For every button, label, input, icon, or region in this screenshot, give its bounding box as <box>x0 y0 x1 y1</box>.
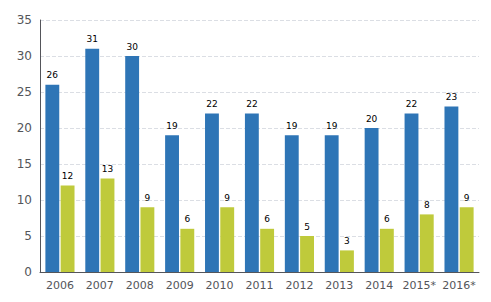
svg-text:20: 20 <box>17 121 32 135</box>
svg-text:9: 9 <box>464 193 470 203</box>
svg-text:6: 6 <box>384 214 390 224</box>
svg-text:2012: 2012 <box>285 279 313 292</box>
svg-text:2006: 2006 <box>46 279 74 292</box>
svg-text:2008: 2008 <box>126 279 154 292</box>
svg-text:2016*: 2016* <box>442 279 476 292</box>
svg-text:9: 9 <box>224 193 230 203</box>
svg-text:10: 10 <box>17 193 32 207</box>
svg-text:3: 3 <box>344 236 350 246</box>
svg-text:22: 22 <box>206 99 217 109</box>
svg-text:8: 8 <box>424 200 430 210</box>
svg-text:12: 12 <box>62 171 73 181</box>
svg-text:2010: 2010 <box>206 279 234 292</box>
svg-text:6: 6 <box>184 214 190 224</box>
svg-text:19: 19 <box>286 121 298 131</box>
svg-text:5: 5 <box>304 222 310 232</box>
svg-text:30: 30 <box>126 42 138 52</box>
svg-text:13: 13 <box>102 164 113 174</box>
svg-text:20: 20 <box>366 114 378 124</box>
svg-text:2007: 2007 <box>86 279 114 292</box>
svg-text:2013: 2013 <box>325 279 353 292</box>
svg-text:15: 15 <box>17 157 32 171</box>
svg-text:25: 25 <box>17 85 32 99</box>
svg-text:6: 6 <box>264 214 270 224</box>
svg-text:2015*: 2015* <box>402 279 436 292</box>
svg-text:26: 26 <box>47 70 59 80</box>
svg-text:19: 19 <box>166 121 178 131</box>
svg-text:9: 9 <box>145 193 151 203</box>
svg-text:2011: 2011 <box>246 279 274 292</box>
svg-text:0: 0 <box>24 265 32 279</box>
svg-text:5: 5 <box>24 229 32 243</box>
svg-text:30: 30 <box>17 49 32 63</box>
svg-text:2014: 2014 <box>365 279 393 292</box>
svg-text:22: 22 <box>246 99 257 109</box>
svg-text:31: 31 <box>87 34 98 44</box>
svg-text:35: 35 <box>17 13 32 27</box>
svg-text:23: 23 <box>446 92 457 102</box>
svg-text:22: 22 <box>406 99 417 109</box>
svg-text:2009: 2009 <box>166 279 194 292</box>
svg-text:19: 19 <box>326 121 338 131</box>
